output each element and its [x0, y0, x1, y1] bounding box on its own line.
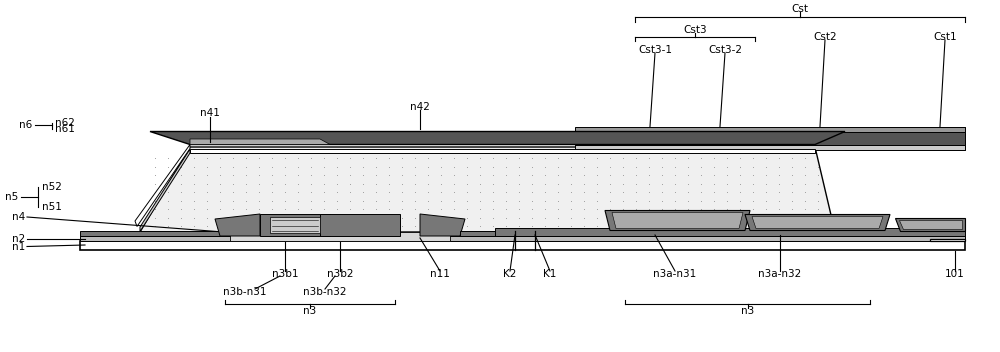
- Text: n3a-n31: n3a-n31: [653, 269, 697, 279]
- Polygon shape: [605, 210, 750, 231]
- Bar: [845, 145, 965, 150]
- Text: n5: n5: [5, 192, 18, 202]
- Bar: [80, 236, 965, 241]
- Polygon shape: [899, 220, 962, 228]
- Bar: [575, 126, 965, 132]
- Text: n3: n3: [741, 306, 754, 316]
- Text: K2: K2: [503, 269, 517, 279]
- Bar: [495, 228, 965, 236]
- Text: n3b-n31: n3b-n31: [223, 287, 267, 297]
- Text: n62: n62: [55, 118, 75, 127]
- Text: n6: n6: [19, 120, 32, 131]
- Polygon shape: [190, 149, 815, 153]
- Text: n11: n11: [430, 269, 450, 279]
- Text: K1: K1: [543, 269, 557, 279]
- Bar: [80, 241, 965, 250]
- Bar: [320, 214, 400, 236]
- Bar: [845, 132, 965, 145]
- Text: n42: n42: [410, 101, 430, 112]
- Text: 101: 101: [945, 269, 965, 279]
- Polygon shape: [420, 214, 465, 236]
- Polygon shape: [140, 149, 190, 232]
- Text: Cst2: Cst2: [813, 32, 837, 42]
- Text: Cst: Cst: [792, 4, 808, 14]
- Text: n61: n61: [55, 124, 75, 133]
- Polygon shape: [745, 214, 890, 231]
- Text: n3b-n32: n3b-n32: [303, 287, 347, 297]
- Text: n52: n52: [42, 182, 62, 192]
- Text: n41: n41: [200, 108, 220, 119]
- Text: Cst3: Cst3: [683, 25, 707, 35]
- Text: n3a-n32: n3a-n32: [758, 269, 802, 279]
- Bar: [270, 217, 320, 233]
- Bar: [575, 145, 965, 150]
- Bar: [575, 132, 965, 145]
- Polygon shape: [140, 147, 835, 232]
- Text: n4: n4: [12, 212, 25, 222]
- Polygon shape: [135, 145, 190, 226]
- Bar: [845, 126, 965, 132]
- Bar: [460, 231, 495, 236]
- Polygon shape: [930, 239, 965, 241]
- Text: n3b1: n3b1: [272, 269, 298, 279]
- Polygon shape: [752, 216, 883, 228]
- Text: Cst1: Cst1: [933, 32, 957, 42]
- Text: n2: n2: [12, 233, 25, 244]
- Text: n1: n1: [12, 241, 25, 251]
- Text: n51: n51: [42, 202, 62, 212]
- Polygon shape: [230, 232, 450, 241]
- Bar: [80, 231, 220, 236]
- Text: n3: n3: [303, 306, 317, 316]
- Text: n3b2: n3b2: [327, 269, 353, 279]
- Polygon shape: [895, 218, 965, 231]
- Polygon shape: [190, 139, 330, 145]
- Polygon shape: [612, 213, 743, 228]
- Polygon shape: [150, 132, 845, 145]
- Text: Cst3-1: Cst3-1: [638, 45, 672, 55]
- Bar: [260, 214, 330, 236]
- Polygon shape: [215, 214, 260, 236]
- Text: Cst3-2: Cst3-2: [708, 45, 742, 55]
